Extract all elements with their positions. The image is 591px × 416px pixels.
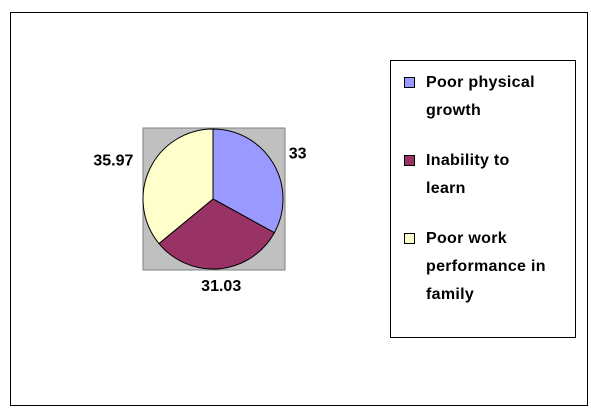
legend-swatch xyxy=(404,155,415,166)
legend-swatch xyxy=(404,233,415,244)
legend-label: Poor physical growth xyxy=(426,74,535,119)
data-label: 35.97 xyxy=(93,153,133,170)
legend-item: Inability to learn xyxy=(391,147,546,203)
legend-label: Poor work performance in family xyxy=(426,230,546,303)
pie-slice xyxy=(212,128,284,234)
data-label: 33 xyxy=(289,145,307,162)
legend-swatch xyxy=(404,77,415,88)
legend-item: Poor work performance in family xyxy=(391,225,546,309)
legend-label: Inability to learn xyxy=(426,152,510,197)
pie-slice xyxy=(158,198,276,270)
pie-slice xyxy=(142,128,214,245)
legend: Poor physical growth Inability to learn Po… xyxy=(390,60,576,338)
data-label: 31.03 xyxy=(201,278,241,295)
legend-item: Poor physical growth xyxy=(391,69,546,125)
